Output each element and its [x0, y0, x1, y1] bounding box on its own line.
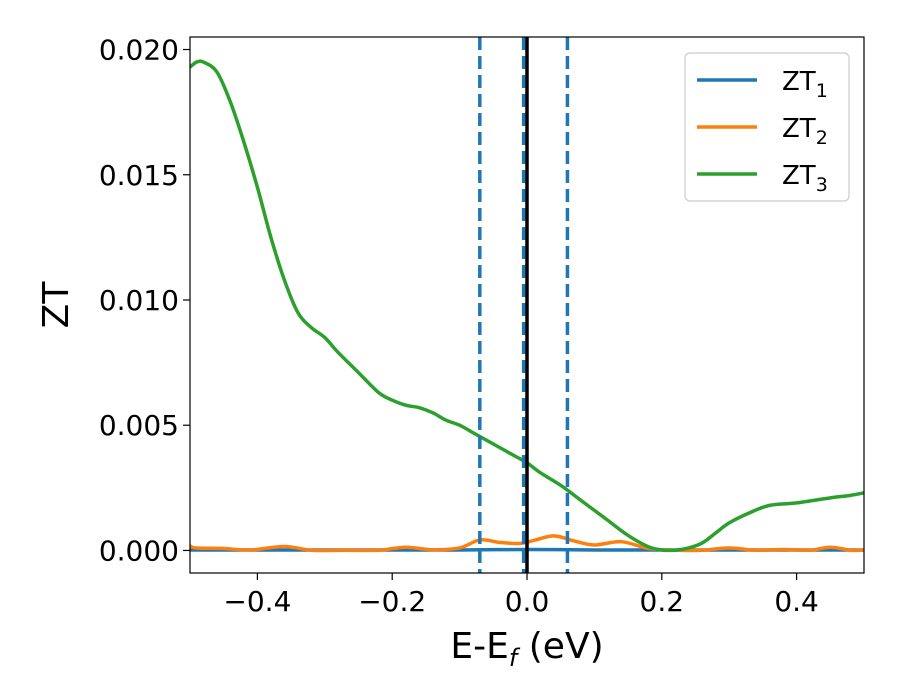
tick-layer: −0.4 −0.2 0.0 0.2 0.4 0.000 0.005 0.010 0.015 0.0…: [99, 34, 819, 618]
x-axis-label: E-Ef (eV): [450, 626, 603, 672]
y-axis-label: ZT: [36, 281, 77, 329]
x-tick-label: −0.2: [358, 585, 426, 618]
legend-box: [684, 52, 850, 202]
y-tick-label: 0.020: [99, 34, 179, 67]
x-axis-label-main: E-E: [450, 626, 508, 667]
vline-layer: [478, 37, 570, 573]
x-tick-label: 0.2: [640, 585, 685, 618]
series-line-zt3: [190, 59, 864, 553]
y-tick-label: 0.010: [99, 284, 179, 317]
y-tick-label: 0.000: [99, 534, 179, 567]
x-tick-label: 0.4: [774, 585, 819, 618]
x-axis-label-suffix: (eV): [517, 626, 603, 667]
legend: ZT1 ZT2 ZT3: [684, 52, 850, 202]
x-tick-label: −0.4: [223, 585, 291, 618]
y-tick-label: 0.005: [99, 409, 179, 442]
y-tick-label: 0.015: [99, 159, 179, 192]
legend-label-zt2: ZT2: [782, 114, 828, 149]
x-tick-label: 0.0: [505, 585, 550, 618]
series-line-zt2: [190, 534, 864, 553]
legend-label-zt3: ZT3: [782, 161, 828, 196]
legend-label-zt1: ZT1: [782, 67, 828, 102]
